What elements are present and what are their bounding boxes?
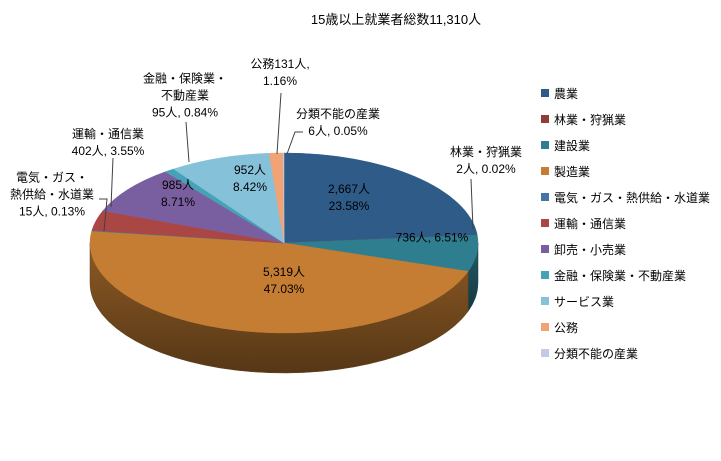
legend-label: 分類不能の産業 xyxy=(554,346,639,361)
legend-label: 林業・狩猟業 xyxy=(554,112,627,127)
legend: 農業林業・狩猟業 建設業製造業電気・ガス・熱供給・水道業 運輸・通信業 卸売・小売業金… xyxy=(541,80,710,366)
legend-swatch-icon xyxy=(541,115,549,123)
legend-item-public: 公務 xyxy=(541,314,710,340)
legend-swatch-icon xyxy=(541,271,549,279)
data-label-line: 8.42% xyxy=(232,180,268,194)
legend-label: 製造業 xyxy=(554,164,591,179)
data-label-line: 運輸・通信業 xyxy=(71,127,144,141)
legend-label: サービス業 xyxy=(554,294,615,309)
data-label-line: 15人, 0.13% xyxy=(18,204,86,219)
legend-item-transport: 運輸・通信業 xyxy=(541,210,710,236)
data-label-electricity: 電気・ガス・ 熱供給・水道業 15人, 0.13% xyxy=(10,170,94,221)
legend-label: 金融・保険業・不動産業 xyxy=(554,268,687,283)
data-label-line: 分類不能の産業 xyxy=(295,107,381,121)
data-label-line: 林業・狩猟業 xyxy=(449,145,523,159)
data-label-line: 23.58% xyxy=(328,199,370,213)
data-label-line: 5,319人 xyxy=(262,265,306,279)
legend-swatch-icon xyxy=(541,349,549,357)
data-label-manufacturing: 5,319人 47.03% xyxy=(263,264,305,298)
legend-item-wholesale: 卸売・小売業 xyxy=(541,236,710,262)
leader-line-forestry xyxy=(470,178,474,230)
data-label-line: 736人, 6.51% xyxy=(395,230,469,245)
legend-item-services: サービス業 xyxy=(541,288,710,314)
legend-label: 運輸・通信業 xyxy=(554,216,627,231)
data-label-line: 6人, 0.05% xyxy=(308,124,368,138)
leader-line-unclassifiable xyxy=(286,131,303,155)
legend-label: 卸売・小売業 xyxy=(554,242,627,257)
leader-line-finance xyxy=(185,121,190,163)
legend-swatch-icon xyxy=(541,167,549,175)
data-label-line: 402人, 3.55% xyxy=(71,144,145,158)
data-label-line: 95人, 0.84% xyxy=(151,105,219,120)
data-label-unclassifiable: 分類不能の産業 6人, 0.05% xyxy=(296,106,380,140)
legend-swatch-icon xyxy=(541,193,549,201)
data-label-line: 47.03% xyxy=(263,282,305,296)
data-label-wholesale: 985人 8.71% xyxy=(161,177,195,211)
legend-item-electricity: 電気・ガス・熱供給・水道業 xyxy=(541,184,710,210)
legend-item-agriculture: 農業 xyxy=(541,80,710,106)
data-label-line: 2,667人 xyxy=(327,182,371,196)
pie-slice-agriculture xyxy=(283,152,478,244)
data-label-line: 952人 xyxy=(233,163,267,177)
data-label-line: 8.71% xyxy=(160,195,196,209)
data-label-line: 1.16% xyxy=(262,74,298,88)
legend-swatch-icon xyxy=(541,323,549,331)
legend-swatch-icon xyxy=(541,219,549,227)
data-label-line: 不動産業 xyxy=(160,88,210,103)
legend-swatch-icon xyxy=(541,245,549,253)
legend-item-unclassifiable: 分類不能の産業 xyxy=(541,340,710,366)
data-label-line: 2人, 0.02% xyxy=(456,162,516,176)
data-label-line: 公務131人, xyxy=(250,57,310,71)
leader-line-transport xyxy=(110,157,114,208)
data-label-line: 985人 xyxy=(161,178,195,192)
legend-label: 農業 xyxy=(554,86,579,101)
legend-swatch-icon xyxy=(541,297,549,305)
legend-item-finance: 金融・保険業・不動産業 xyxy=(541,262,710,288)
leader-line-electricity xyxy=(99,198,108,232)
pie-slice-services xyxy=(173,153,285,244)
data-label-forestry: 林業・狩猟業 2人, 0.02% xyxy=(450,144,522,178)
data-label-finance: 金融・保険業・ 不動産業 95人, 0.84% xyxy=(143,71,227,122)
data-label-construction: 736人, 6.51% xyxy=(396,230,469,247)
chart-title: 15歳以上就業者総数11,310人 xyxy=(310,12,482,27)
legend-swatch-icon xyxy=(541,141,549,149)
data-label-line: 金融・保険業・ xyxy=(142,71,228,86)
legend-item-manufacturing: 製造業 xyxy=(541,158,710,184)
legend-swatch-icon xyxy=(541,89,549,97)
legend-label: 建設業 xyxy=(554,138,591,153)
leader-line-public xyxy=(276,92,282,155)
data-label-public: 公務131人, 1.16% xyxy=(250,56,309,90)
legend-label: 公務 xyxy=(554,320,579,335)
pie-slice-wholesale xyxy=(102,171,285,244)
pie-slice-unclassifiable xyxy=(283,152,285,244)
data-label-transport: 運輸・通信業 402人, 3.55% xyxy=(72,126,145,160)
pie-slice-manufacturing xyxy=(89,230,469,334)
legend-label: 電気・ガス・熱供給・水道業 xyxy=(554,190,711,205)
data-label-agriculture: 2,667人 23.58% xyxy=(328,181,370,215)
data-label-line: 熱供給・水道業 xyxy=(9,187,95,202)
legend-item-forestry: 林業・狩猟業 xyxy=(541,106,710,132)
data-label-services: 952人 8.42% xyxy=(233,162,267,196)
legend-item-construction: 建設業 xyxy=(541,132,710,158)
data-label-line: 電気・ガス・ xyxy=(15,170,89,185)
